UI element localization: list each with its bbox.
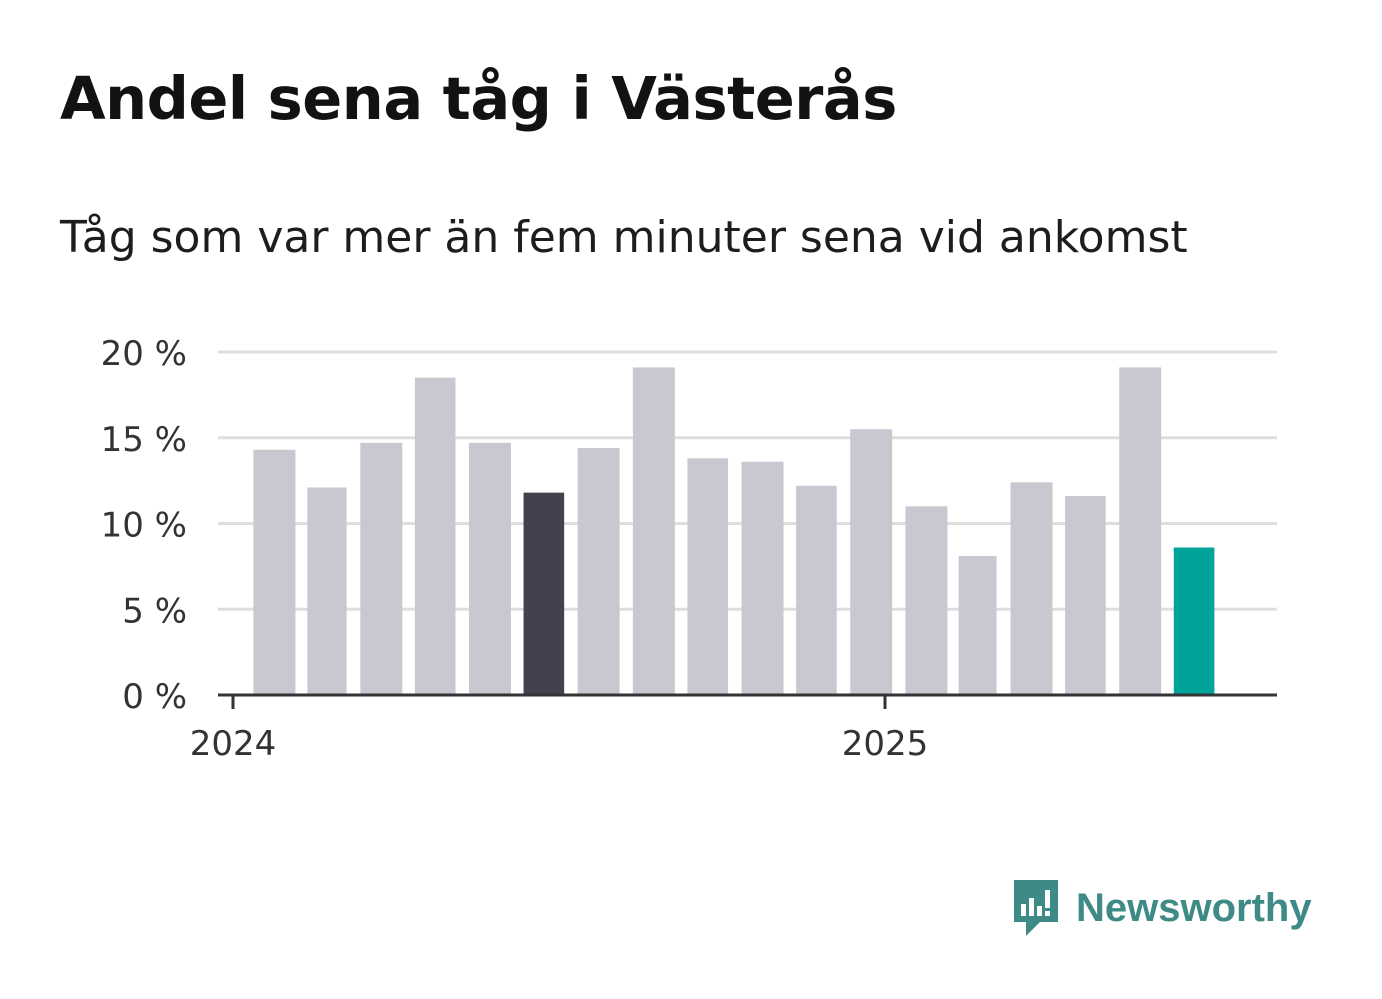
x-axis: 2024 2025 (190, 693, 1277, 764)
brand: Newsworthy (1010, 878, 1312, 938)
y-tick-label: 5 % (122, 591, 187, 631)
x-tick-label: 2024 (190, 724, 277, 764)
bars (253, 367, 1215, 695)
bar-2025-01 (905, 506, 948, 695)
bar-2024-10 (741, 461, 784, 695)
bar-2024-03 (360, 442, 403, 695)
y-tick-label: 10 % (101, 506, 187, 546)
y-tick-label: 0 % (122, 677, 187, 717)
bar-2024-05 (468, 442, 511, 695)
bar-2024-01 (253, 449, 296, 695)
bar-2025-03 (1010, 482, 1053, 695)
bar-2025-04 (1065, 496, 1106, 695)
y-tick-label: 20 % (101, 334, 187, 374)
brand-name: Newsworthy (1076, 885, 1312, 930)
bar-2024-07 (577, 448, 620, 695)
bar-2024-08 (632, 367, 675, 695)
bar-2024-11 (796, 485, 837, 695)
bar-2024-04 (414, 377, 456, 695)
bar-2024-09 (687, 458, 729, 695)
bar-2024-06 (523, 492, 565, 695)
bar-2025-02 (958, 556, 997, 695)
bar-2025-06 (1173, 547, 1215, 695)
y-tick-labels: 0 % 5 % 10 % 15 % 20 % (101, 334, 187, 717)
newsworthy-logo-icon (1014, 880, 1058, 936)
chart-title: Andel sena tåg i Västerås (60, 64, 897, 133)
bar-2025-05 (1119, 367, 1162, 695)
y-tick-label: 15 % (101, 420, 187, 460)
bar-2024-02 (307, 487, 347, 695)
bar-2024-12 (850, 429, 893, 695)
chart-subtitle: Tåg som var mer än fem minuter sena vid … (60, 212, 1188, 263)
x-tick-label: 2025 (842, 724, 929, 764)
